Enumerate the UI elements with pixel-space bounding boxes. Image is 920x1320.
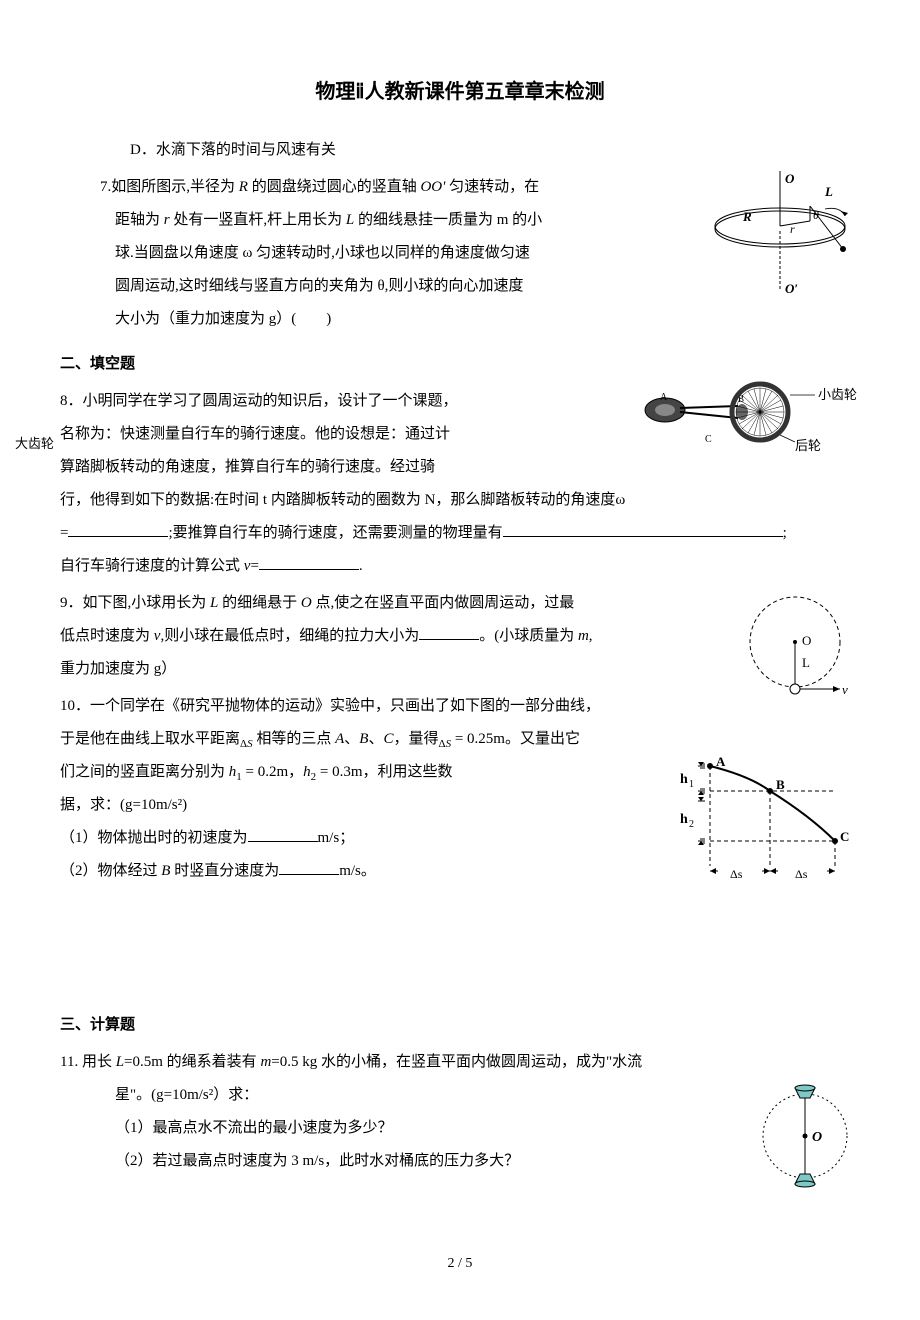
q11-sub2: （2）若过最高点时速度为 3 m/s，此时水对桶底的压力多大？ [60,1145,860,1178]
svg-text:C: C [840,829,849,844]
q11-line1: 11. 用长 L=0.5m 的绳系着装有 m=0.5 kg 水的小桶，在竖直平面… [60,1046,860,1079]
svg-text:L: L [824,184,833,199]
bucket-circle-diagram: O [750,1076,860,1209]
svg-text:v: v [842,682,848,697]
svg-text:A: A [716,756,726,769]
bicycle-diagram: A B C 小齿轮 后轮 大齿轮 [630,380,860,483]
svg-text:2: 2 [689,819,694,830]
svg-text:C: C [705,434,712,445]
svg-text:A: A [660,392,668,403]
label-small-gear: 小齿轮 [818,387,857,402]
svg-text:O: O [785,171,795,186]
svg-text:Δs: Δs [795,867,808,881]
q8-line6: 自行车骑行速度的计算公式 v=. [60,550,860,583]
q11-sub1: （1）最高点水不流出的最小速度为多少？ [60,1112,860,1145]
cone-diagram: O R r L θ O′ [705,171,860,344]
svg-text:1: 1 [689,779,694,790]
label-rear-wheel: 后轮 [795,438,821,453]
section-2-header: 二、填空题 [60,348,860,381]
svg-text:O: O [812,1130,822,1145]
svg-text:h: h [680,772,688,787]
page-number: 2 / 5 [60,1249,860,1280]
svg-text:O: O [802,633,811,648]
q8-line5: =;要推算自行车的骑行速度，还需要测量的物理量有; [60,517,860,550]
projectile-diagram: A B C h1 h2 Δs Δs [680,756,860,909]
q8-line4: 行，他得到如下的数据:在时间 t 内踏脚板转动的圈数为 N，那么脚踏板转动的角速… [60,484,860,517]
svg-text:Δs: Δs [730,867,743,881]
svg-text:r: r [790,222,795,236]
content-area: D．水滴下落的时间与风速有关 O R r L θ O′ [60,134,860,1209]
svg-text:θ: θ [813,208,819,222]
pendulum-diagram: O L v [740,587,860,730]
svg-text:O′: O′ [785,281,798,296]
section-3-header: 三、计算题 [60,1009,860,1042]
svg-text:B: B [776,777,785,792]
svg-text:L: L [802,655,810,670]
doc-title: 物理ⅱ人教新课件第五章章末检测 [60,70,860,114]
q11-line2: 星"。(g=10m/s²）求： [60,1079,860,1112]
q6-option-d: D．水滴下落的时间与风速有关 [60,134,860,167]
label-big-gear: 大齿轮 [15,430,54,459]
svg-text:R: R [742,209,752,224]
svg-text:h: h [680,812,688,827]
